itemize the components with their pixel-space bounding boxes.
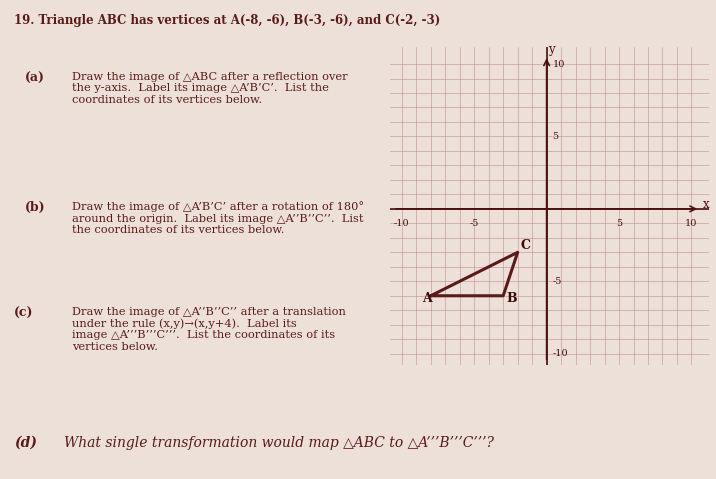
Text: Draw the image of △A’’B’’C’’ after a translation
under the rule (x,y)→(x,y+4).  : Draw the image of △A’’B’’C’’ after a tra… — [72, 307, 346, 352]
Text: A: A — [422, 292, 432, 305]
Text: -10: -10 — [394, 219, 410, 228]
Text: x: x — [702, 198, 710, 211]
Text: -5: -5 — [470, 219, 479, 228]
Text: 10: 10 — [685, 219, 697, 228]
Text: Draw the image of △A’B’C’ after a rotation of 180°
around the origin.  Label its: Draw the image of △A’B’C’ after a rotati… — [72, 201, 364, 235]
Text: -10: -10 — [553, 349, 568, 358]
Text: 19. Triangle ABC has vertices at A(-8, -6), B(-3, -6), and C(-2, -3): 19. Triangle ABC has vertices at A(-8, -… — [14, 14, 440, 27]
Text: 10: 10 — [553, 59, 565, 68]
Text: 5: 5 — [616, 219, 622, 228]
Text: (b): (b) — [25, 201, 46, 214]
Text: (a): (a) — [25, 72, 45, 85]
Text: What single transformation would map △ABC to △A’’’B’’’C’’’?: What single transformation would map △AB… — [64, 436, 495, 450]
Text: -5: -5 — [553, 277, 562, 286]
Text: B: B — [506, 292, 517, 305]
Text: y: y — [548, 43, 554, 56]
Text: Draw the image of △ABC after a reflection over
the y-axis.  Label its image △A’B: Draw the image of △ABC after a reflectio… — [72, 72, 347, 105]
Text: 5: 5 — [553, 132, 558, 141]
Text: (c): (c) — [14, 307, 34, 319]
Text: C: C — [521, 239, 531, 251]
Text: (d): (d) — [14, 436, 37, 450]
